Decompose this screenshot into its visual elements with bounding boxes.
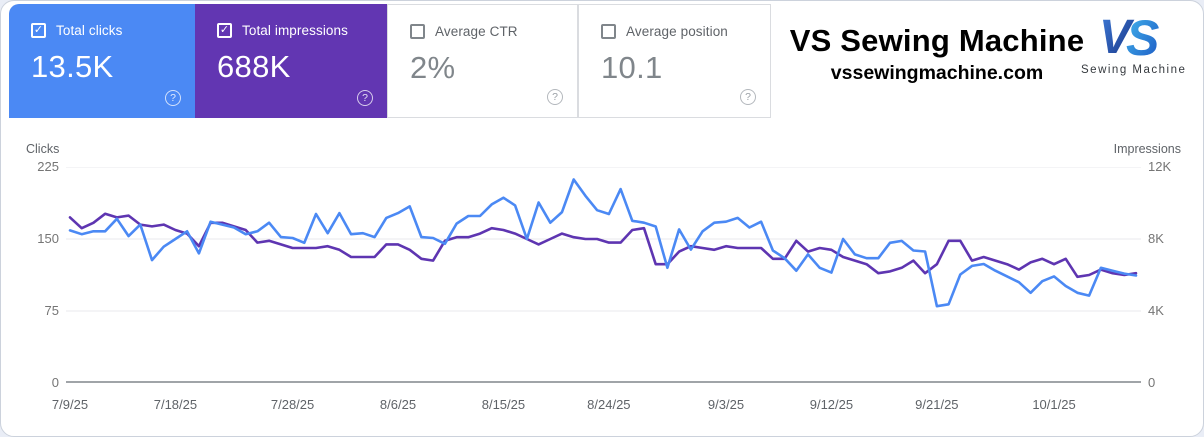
logo-caption: Sewing Machine [1081,64,1187,76]
performance-chart: Clicks Impressions 7/9/25 7/18/25 7/28/25 8… [1,141,1203,436]
chart-plot-area[interactable] [66,167,1141,383]
y-right-tick-label: 12K [1148,159,1172,174]
x-tick-label: 7/28/25 [270,397,315,412]
x-tick-label: 8/15/25 [481,397,526,412]
average-position-checkbox[interactable] [601,24,616,39]
help-icon[interactable]: ? [740,89,756,105]
average-ctr-label: Average CTR [435,24,518,39]
total-impressions-checkbox[interactable]: ✓ [217,23,232,38]
x-tick-label: 10/1/25 [1032,397,1076,412]
x-tick-label: 8/24/25 [587,397,631,412]
series-line-total-clicks[interactable] [68,178,1138,308]
svg-text:V: V [1099,11,1135,61]
x-tick-label: 9/3/25 [707,397,745,412]
right-axis-title: Impressions [1113,142,1181,156]
site-domain: vssewingmachine.com [830,62,1044,84]
site-title: VS Sewing Machine [789,23,1085,58]
y-right-tick-label: 4K [1148,303,1164,318]
average-ctr-value: 2% [410,50,456,85]
total-impressions-label: Total impressions [242,23,348,38]
vs-monogram-icon: V S [1099,10,1159,66]
y-left-tick-label: 75 [44,303,59,318]
y-left-tick-label: 150 [37,231,59,246]
help-icon[interactable]: ? [547,89,563,105]
y-right-tick-label: 0 [1148,375,1156,390]
total-clicks-label: Total clicks [56,23,123,38]
help-icon[interactable]: ? [165,90,181,106]
total-clicks-checkbox[interactable]: ✓ [31,23,46,38]
left-axis-title: Clicks [26,142,60,156]
x-tick-label: 8/6/25 [379,397,417,412]
y-left-tick-label: 225 [37,159,59,174]
metric-cards-row: ✓ Total clicks 13.5K ? ✓ Total impressio… [9,4,771,118]
help-icon[interactable]: ? [357,90,373,106]
total-clicks-card[interactable]: ✓ Total clicks 13.5K ? [9,4,195,118]
x-tick-label: 7/18/25 [153,397,198,412]
total-clicks-value: 13.5K [31,49,114,84]
site-branding: VS Sewing Machine vssewingmachine.com [789,23,1085,85]
x-tick-label: 7/9/25 [51,397,89,412]
average-ctr-checkbox[interactable] [410,24,425,39]
average-ctr-card[interactable]: Average CTR 2% ? [387,4,578,118]
svg-text:S: S [1126,10,1159,61]
y-right-tick-label: 8K [1148,231,1164,246]
total-impressions-card[interactable]: ✓ Total impressions 688K ? [195,4,387,118]
vs-sewing-machine-logo: V S Sewing Machine [1081,9,1185,76]
total-impressions-value: 688K [217,49,291,84]
x-tick-label: 9/12/25 [809,397,854,412]
series-line-total-impressions[interactable] [68,212,1138,279]
average-position-value: 10.1 [601,50,663,85]
average-position-label: Average position [626,24,728,39]
average-position-card[interactable]: Average position 10.1 ? [578,4,771,118]
y-left-tick-label: 0 [51,375,59,390]
x-tick-label: 9/21/25 [915,397,959,412]
